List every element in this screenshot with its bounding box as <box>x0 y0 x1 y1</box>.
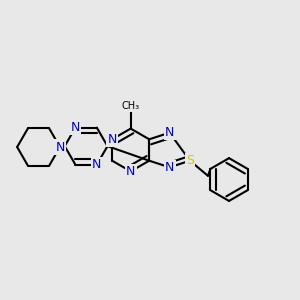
Text: N: N <box>71 121 80 134</box>
Text: N: N <box>92 158 101 171</box>
Text: N: N <box>165 126 174 139</box>
Text: S: S <box>186 154 194 167</box>
Text: CH₃: CH₃ <box>122 101 140 111</box>
Text: N: N <box>55 140 64 154</box>
Text: N: N <box>126 165 135 178</box>
Text: N: N <box>165 161 174 174</box>
Text: N: N <box>107 133 117 146</box>
